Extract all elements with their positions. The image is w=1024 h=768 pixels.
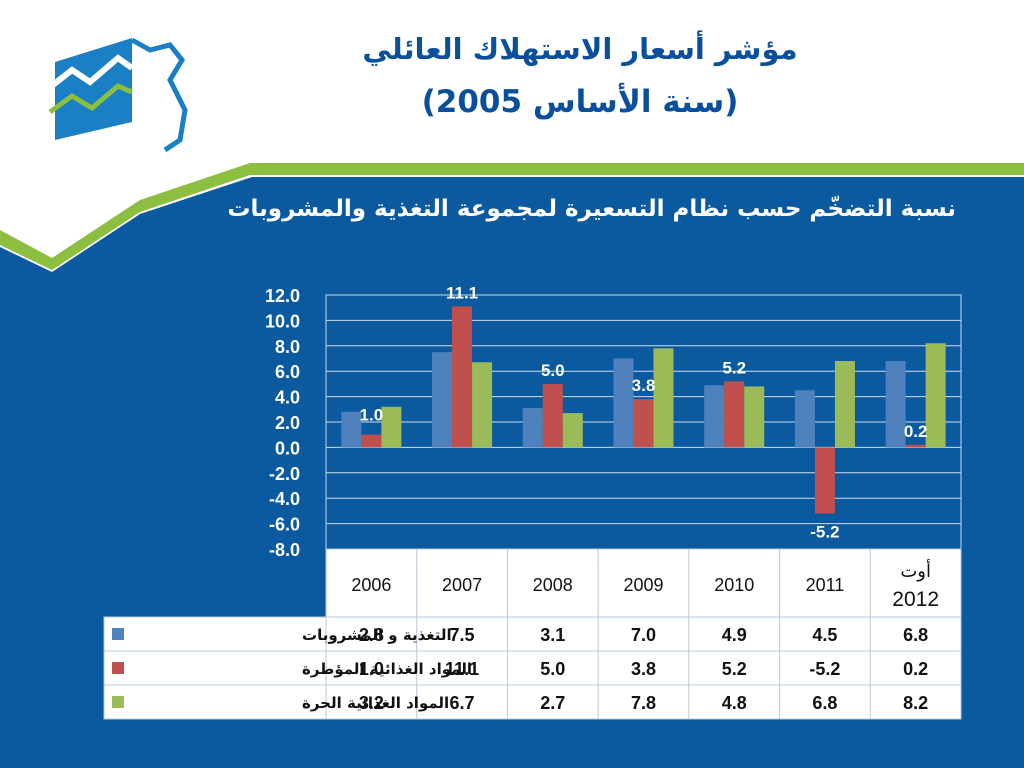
page-title-line2: (سنة الأساس 2005): [421, 84, 739, 120]
category-label: 2008: [533, 575, 573, 595]
data-label: 5.2: [722, 358, 746, 377]
y-tick-label: 2.0: [275, 413, 300, 433]
data-label: 5.0: [541, 361, 565, 380]
page-title-line1: مؤشر أسعار الاستهلاك العائلي: [362, 32, 798, 66]
table-value: 6.7: [450, 693, 475, 713]
data-table: 2006 2007 2008 2009 2010 2011 أوت 2012 التغذية و…: [103, 548, 962, 720]
table-value: -5.2: [809, 659, 840, 679]
bar: [744, 386, 765, 448]
category-label: أوت: [900, 559, 931, 582]
data-label: 0.2: [904, 422, 928, 441]
category-label: 2012: [892, 588, 939, 611]
table-value: 3.1: [540, 625, 565, 645]
data-label: 3.8: [632, 376, 656, 395]
bar: [814, 447, 835, 514]
category-label: 2007: [442, 575, 482, 595]
table-value: 6.8: [903, 625, 928, 645]
category-label: 2006: [351, 575, 391, 595]
y-tick-label: -2.0: [269, 464, 300, 484]
bar: [542, 383, 563, 448]
green-band: [0, 163, 1024, 270]
table-value: 8.2: [903, 693, 928, 713]
legend-label: المواد الغذائية الحرة: [302, 694, 449, 712]
table-value: 11.1: [445, 659, 479, 679]
table-value: 0.2: [903, 659, 928, 679]
table-value: 4.9: [722, 625, 747, 645]
table-value: 3.8: [631, 659, 656, 679]
y-tick-label: -8.0: [269, 540, 300, 560]
bar: [472, 362, 493, 448]
bar: [704, 385, 725, 448]
table-value: 3.2: [359, 693, 384, 713]
bars: [341, 306, 946, 514]
y-tick-label: -4.0: [269, 489, 300, 509]
bar: [653, 348, 674, 448]
table-value: 7.0: [631, 625, 656, 645]
bar: [834, 361, 855, 448]
bar: [381, 406, 402, 448]
bar: [562, 413, 583, 448]
legend-label: المواد الغذائية المؤطرة: [302, 660, 472, 678]
logo-icon: [42, 37, 188, 153]
table-value: 6.8: [812, 693, 837, 713]
y-tick-label: -6.0: [269, 515, 300, 535]
y-tick-label: 10.0: [265, 311, 300, 331]
chart-title: نسبة التضخّم حسب نظام التسعيرة لمجموعة ا…: [227, 196, 956, 222]
bar: [432, 352, 453, 448]
category-label: 2010: [714, 575, 754, 595]
category-label: 2011: [806, 575, 845, 595]
bar: [885, 361, 906, 448]
y-tick-label: 8.0: [275, 337, 300, 357]
y-axis-ticks: 12.0 10.0 8.0 6.0 4.0 2.0 0.0 -2.0 -4.0 -6.0 -8.0: [265, 286, 300, 560]
bar: [633, 399, 654, 448]
table-value: 2.7: [540, 693, 565, 713]
table-value: 5.2: [722, 659, 747, 679]
y-tick-label: 6.0: [275, 362, 300, 382]
bar: [361, 434, 382, 448]
bar: [452, 306, 473, 448]
table-value: 2.8: [359, 625, 384, 645]
bar: [925, 343, 946, 448]
data-label: 11.1: [446, 283, 478, 302]
data-label: -5.2: [810, 522, 839, 541]
table-value: 5.0: [540, 659, 565, 679]
legend-label: التغذية و المشروبات: [302, 626, 452, 644]
table-value: 4.8: [722, 693, 747, 713]
legend-swatch: [112, 696, 124, 708]
category-label: 2009: [623, 575, 663, 595]
table-legend-area: [103, 616, 327, 720]
legend-swatch: [112, 628, 124, 640]
y-tick-label: 4.0: [275, 388, 300, 408]
bar: [522, 408, 543, 448]
legend-swatch: [112, 662, 124, 674]
bar: [794, 390, 815, 448]
data-labels: 1.0 11.1 5.0 3.8 5.2 -5.2 0.2: [360, 283, 928, 541]
table-value: 1.0: [359, 659, 384, 679]
bar: [905, 444, 926, 448]
y-tick-label: 12.0: [265, 286, 300, 306]
bar: [341, 411, 362, 448]
bar: [724, 381, 745, 448]
table-value: 7.5: [450, 625, 475, 645]
data-label: 1.0: [360, 406, 384, 425]
table-value: 4.5: [812, 625, 837, 645]
y-tick-label: 0.0: [275, 438, 300, 458]
table-value: 7.8: [631, 693, 656, 713]
bar: [613, 358, 634, 448]
